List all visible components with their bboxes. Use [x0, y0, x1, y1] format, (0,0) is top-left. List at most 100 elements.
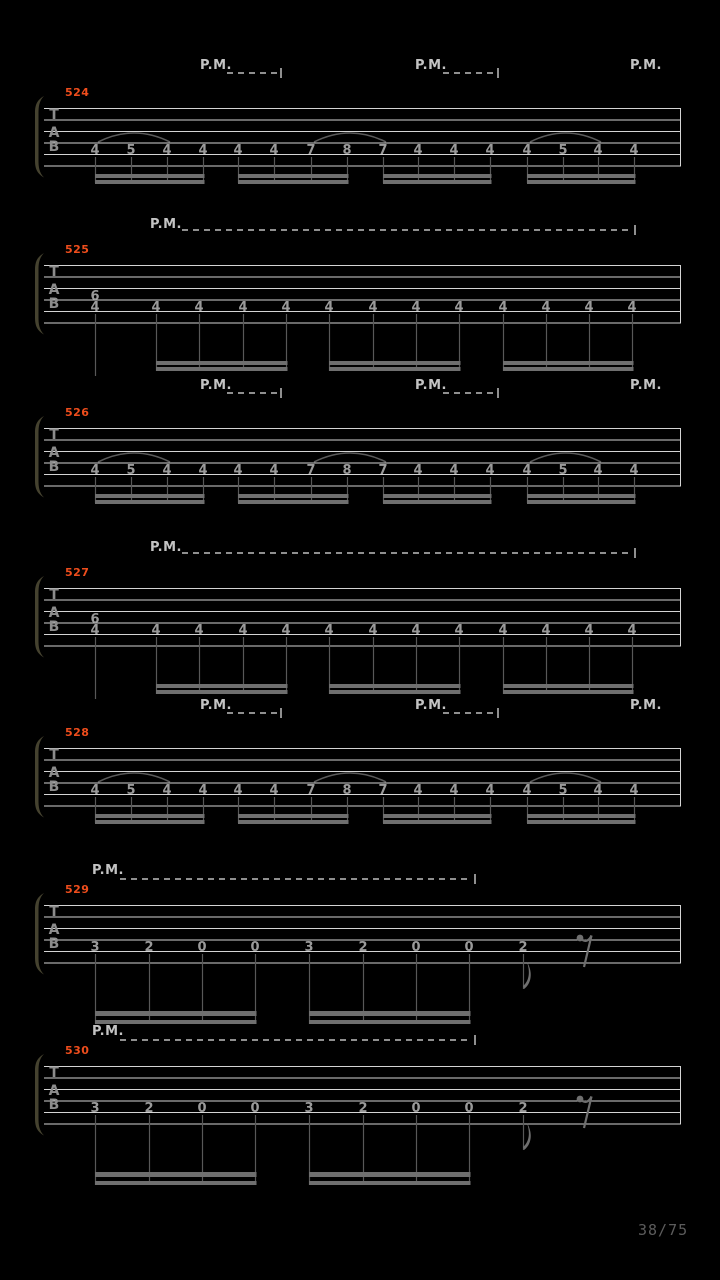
fret-number: 4: [627, 300, 637, 315]
pm-label: P.M.: [415, 378, 447, 393]
fret-number: 4: [233, 143, 243, 158]
fret-number: 4: [454, 623, 464, 638]
fret-number: 4: [151, 623, 161, 638]
tab-clef-letter: T: [49, 264, 59, 280]
staff-lines: [44, 108, 681, 167]
measure-number: 527: [65, 566, 90, 579]
measure-number: 525: [65, 243, 90, 256]
fret-number: 8: [342, 143, 352, 158]
beams: [95, 494, 636, 504]
tab-clef-letter: T: [49, 587, 59, 603]
fret-number: 4: [281, 300, 291, 315]
fret-number: 4: [541, 623, 551, 638]
tab-system-graphics: [35, 708, 681, 824]
tab-clef-letter: T: [49, 747, 59, 763]
fret-number: 5: [126, 143, 136, 158]
slur-arc: [529, 132, 602, 143]
fret-number: 4: [584, 623, 594, 638]
measure-number: 528: [65, 726, 90, 739]
staff-bracket: [35, 736, 44, 818]
tab-clef-letter: B: [48, 459, 60, 475]
fret-number: 4: [629, 463, 639, 478]
fret-number: 2: [518, 1101, 528, 1116]
staff-bracket: [35, 1054, 44, 1136]
fret-number: 4: [238, 623, 248, 638]
slur-arc: [313, 132, 387, 143]
tab-clef-letter: B: [48, 139, 60, 155]
fret-number: 4: [90, 623, 100, 638]
slur-arc: [97, 132, 171, 143]
tab-clef-letter: T: [49, 904, 59, 920]
fret-number: 4: [498, 623, 508, 638]
measure-number: 530: [65, 1044, 90, 1057]
fret-number: 7: [378, 143, 388, 158]
fret-number: 0: [464, 940, 474, 955]
eighth-flag-icon: [523, 962, 531, 989]
beams: [156, 361, 634, 371]
tab-clef-letter: A: [48, 125, 60, 141]
eighth-rest-icon: [576, 934, 593, 968]
slur-arc: [313, 772, 387, 783]
fret-number: 4: [162, 463, 172, 478]
beams: [95, 814, 636, 824]
fret-number: 4: [368, 300, 378, 315]
pm-label: P.M.: [200, 698, 232, 713]
tab-clef-letter: T: [49, 427, 59, 443]
fret-number: 4: [485, 463, 495, 478]
staff-lines: [44, 905, 681, 964]
eighth-flag-icon: [523, 1123, 531, 1150]
tab-clef-letter: B: [48, 779, 60, 795]
fret-number: 2: [358, 940, 368, 955]
fret-number: 3: [90, 940, 100, 955]
pm-label: P.M.: [415, 698, 447, 713]
fret-number: 4: [238, 300, 248, 315]
pm-label: P.M.: [630, 378, 662, 393]
pm-label: P.M.: [630, 58, 662, 73]
fret-number: 4: [281, 623, 291, 638]
pm-label: P.M.: [150, 217, 182, 232]
fret-number: 2: [518, 940, 528, 955]
fret-number: 2: [144, 940, 154, 955]
fret-number: 4: [269, 463, 279, 478]
fret-number: 5: [558, 463, 568, 478]
slur-arc: [529, 452, 602, 463]
fret-number: 4: [269, 143, 279, 158]
fret-number: 4: [629, 143, 639, 158]
pm-label: P.M.: [630, 698, 662, 713]
slur-arc: [529, 772, 602, 783]
beams: [95, 1172, 471, 1185]
pm-label: P.M.: [200, 378, 232, 393]
staff-bracket: [35, 96, 44, 178]
tab-clef-letter: A: [48, 605, 60, 621]
fret-number: 4: [151, 300, 161, 315]
fret-number: 4: [324, 623, 334, 638]
page-indicator: 38/75: [638, 1221, 689, 1239]
fret-number: 4: [368, 623, 378, 638]
fret-number: 4: [485, 143, 495, 158]
fret-number: 8: [342, 783, 352, 798]
fret-number: 3: [90, 1101, 100, 1116]
fret-number: 4: [413, 463, 423, 478]
tab-clef-letter: B: [48, 296, 60, 312]
staff-bracket: [35, 576, 44, 658]
note-stems: [94, 157, 636, 183]
fret-number: 4: [413, 783, 423, 798]
fret-number: 4: [522, 143, 532, 158]
fret-number: 0: [250, 1101, 260, 1116]
fret-number: 4: [449, 143, 459, 158]
fret-number: 4: [522, 463, 532, 478]
tab-system-graphics: [35, 548, 681, 699]
fret-number: 0: [411, 940, 421, 955]
fret-number: 5: [558, 143, 568, 158]
measure-number: 526: [65, 406, 90, 419]
measure-number: 529: [65, 883, 90, 896]
fret-number: 4: [194, 300, 204, 315]
tab-clef-letter: T: [49, 107, 59, 123]
fret-number: 5: [126, 463, 136, 478]
staff-bracket: [35, 416, 44, 498]
fret-number: 4: [627, 623, 637, 638]
fret-number: 3: [304, 940, 314, 955]
tab-clef-letter: B: [48, 1097, 60, 1113]
tab-system-graphics: [35, 225, 681, 376]
fret-number: 4: [413, 143, 423, 158]
